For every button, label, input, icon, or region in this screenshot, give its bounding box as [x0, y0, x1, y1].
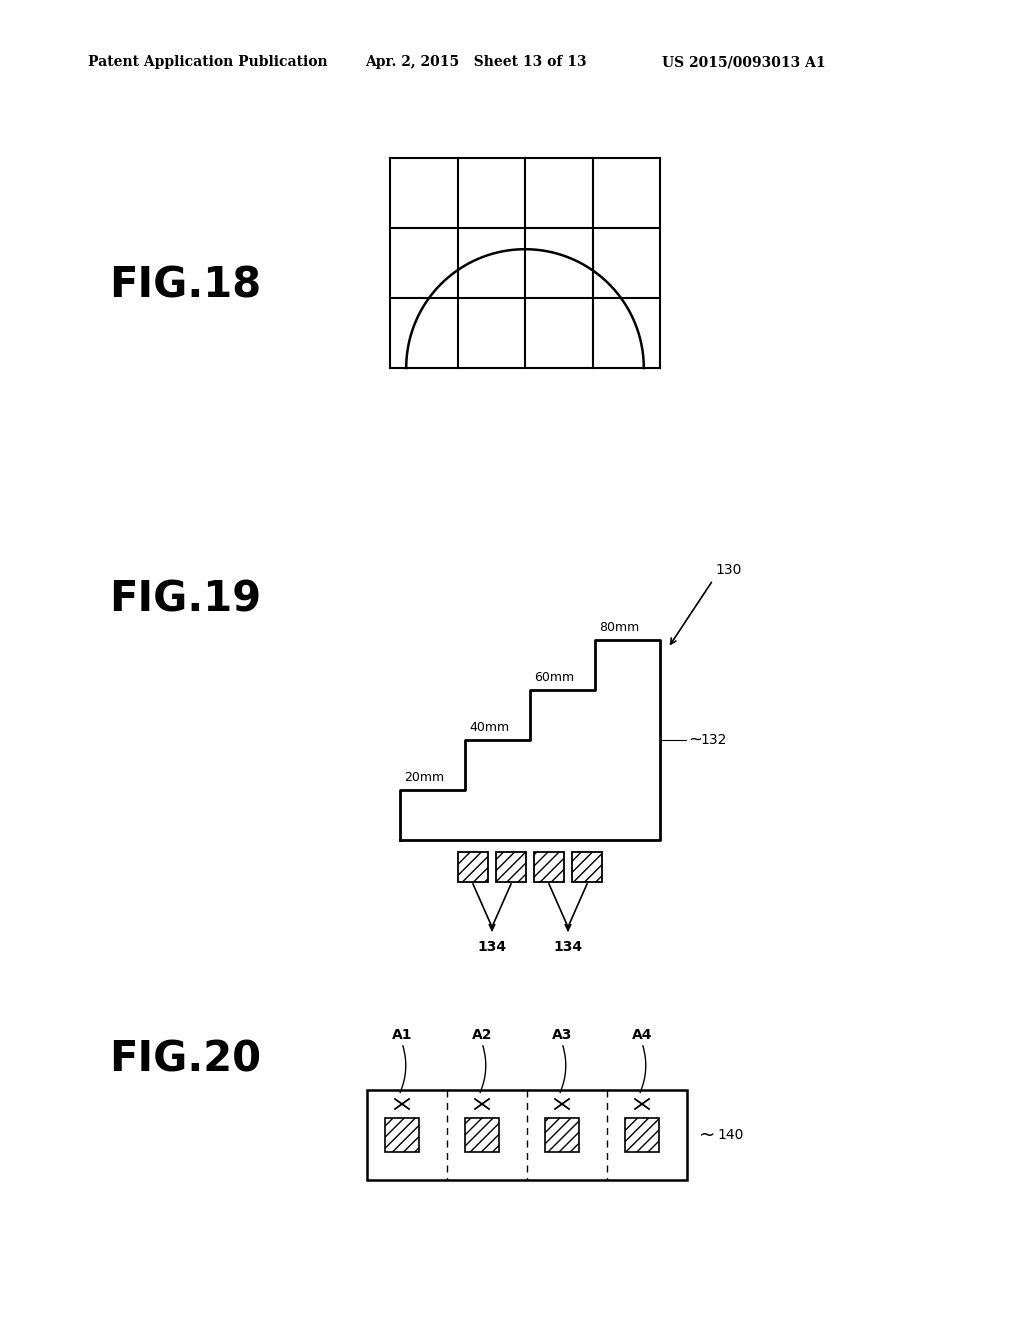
Bar [572, 851, 602, 882]
Text: 134: 134 [477, 940, 507, 954]
Text: 20mm: 20mm [404, 771, 444, 784]
Bar [385, 1118, 419, 1152]
Text: FIG.18: FIG.18 [109, 264, 261, 306]
Text: 134: 134 [553, 940, 583, 954]
Text: 140: 140 [717, 1129, 743, 1142]
Bar [458, 851, 488, 882]
Text: 40mm: 40mm [469, 721, 509, 734]
Text: 132: 132 [700, 733, 726, 747]
Text: 80mm: 80mm [599, 620, 639, 634]
Text: A4: A4 [632, 1028, 652, 1041]
Text: Patent Application Publication: Patent Application Publication [88, 55, 328, 69]
Bar [465, 1118, 499, 1152]
Text: A3: A3 [552, 1028, 572, 1041]
Text: ~: ~ [688, 731, 702, 748]
Bar [534, 851, 564, 882]
Text: Apr. 2, 2015   Sheet 13 of 13: Apr. 2, 2015 Sheet 13 of 13 [365, 55, 587, 69]
Text: 130: 130 [715, 564, 741, 577]
Text: US 2015/0093013 A1: US 2015/0093013 A1 [662, 55, 825, 69]
Bar [496, 851, 526, 882]
Text: A2: A2 [472, 1028, 493, 1041]
Text: FIG.20: FIG.20 [109, 1039, 261, 1081]
Text: A1: A1 [392, 1028, 413, 1041]
Text: 60mm: 60mm [534, 671, 574, 684]
Bar [367, 1090, 687, 1180]
Bar [625, 1118, 659, 1152]
Text: ~: ~ [699, 1126, 716, 1144]
Bar [545, 1118, 579, 1152]
Text: FIG.19: FIG.19 [109, 579, 261, 620]
